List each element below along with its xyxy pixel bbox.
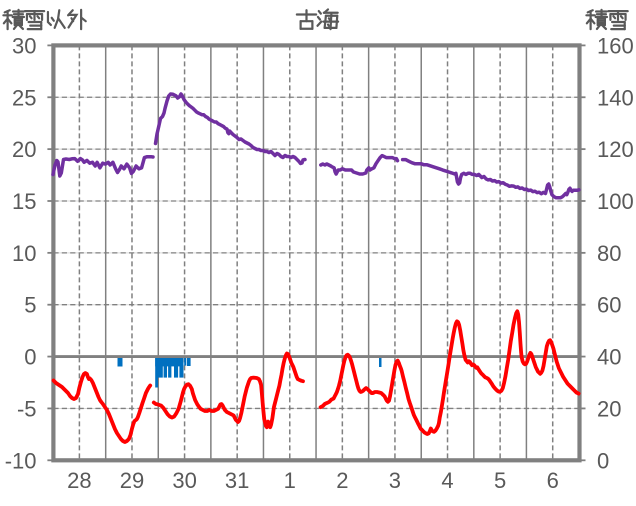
svg-text:20: 20 bbox=[12, 137, 36, 162]
svg-text:160: 160 bbox=[597, 33, 634, 58]
svg-text:100: 100 bbox=[597, 189, 634, 214]
svg-text:5: 5 bbox=[494, 468, 506, 493]
svg-text:28: 28 bbox=[67, 468, 91, 493]
svg-text:60: 60 bbox=[597, 293, 621, 318]
svg-text:5: 5 bbox=[24, 293, 36, 318]
svg-text:4: 4 bbox=[441, 468, 453, 493]
svg-text:120: 120 bbox=[597, 137, 634, 162]
svg-text:15: 15 bbox=[12, 189, 36, 214]
svg-text:3: 3 bbox=[389, 468, 401, 493]
svg-text:25: 25 bbox=[12, 85, 36, 110]
svg-text:-5: -5 bbox=[17, 396, 37, 421]
svg-text:80: 80 bbox=[597, 241, 621, 266]
svg-text:30: 30 bbox=[12, 33, 36, 58]
svg-text:29: 29 bbox=[120, 468, 144, 493]
svg-text:0: 0 bbox=[597, 448, 609, 473]
svg-text:6: 6 bbox=[547, 468, 559, 493]
svg-text:30: 30 bbox=[172, 468, 196, 493]
svg-text:31: 31 bbox=[225, 468, 249, 493]
svg-text:10: 10 bbox=[12, 241, 36, 266]
svg-text:1: 1 bbox=[284, 468, 296, 493]
svg-text:2: 2 bbox=[336, 468, 348, 493]
svg-text:0: 0 bbox=[24, 345, 36, 370]
svg-text:40: 40 bbox=[597, 345, 621, 370]
svg-text:-10: -10 bbox=[5, 448, 37, 473]
svg-text:20: 20 bbox=[597, 396, 621, 421]
svg-text:140: 140 bbox=[597, 85, 634, 110]
